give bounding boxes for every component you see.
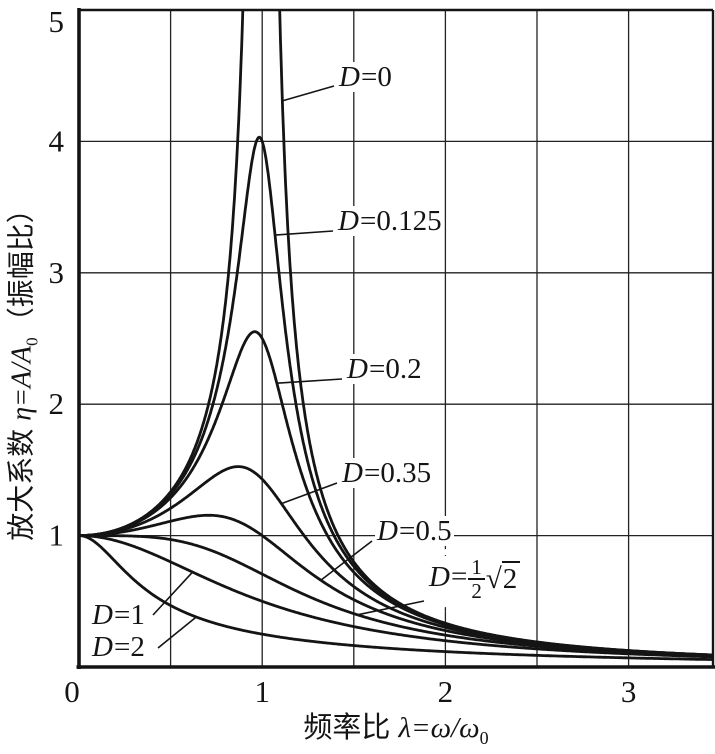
leader-line-D05 [320, 540, 373, 581]
curve-label-D02: D=0.2 [345, 353, 424, 385]
y-axis-title-math: η=A/A0 [6, 337, 42, 421]
x-tick-label-0: 0 [64, 674, 80, 709]
curve-label-D05: D=0.5 [375, 515, 454, 547]
x-axis-title-cjk: 频率比 [303, 712, 391, 744]
x-tick-label-2: 2 [438, 674, 454, 709]
y-tick-label-4: 4 [49, 123, 65, 158]
leader-line-D02 [276, 378, 343, 384]
y-tick-label-3: 3 [49, 255, 65, 290]
y-axis-title-paren: （振幅比） [6, 195, 38, 336]
y-axis-title-cjk: 放大系数 [6, 428, 38, 541]
leader-line-D1 [152, 571, 194, 616]
y-tick-label-5: 5 [49, 4, 65, 39]
curve-label-D0: D=0 [337, 61, 394, 93]
leader-line-D0 [282, 85, 335, 102]
curve-D0 [80, 9, 712, 657]
curve-label-D2: D=2 [90, 631, 147, 663]
curve-label-D0125: D=0.125 [336, 205, 444, 237]
y-axis-title: 放大系数 η=A/A0（振幅比） [0, 195, 42, 541]
curve-label-Dhalfsqrt2: D= 1 2 √2 [427, 556, 523, 602]
x-axis-title: 频率比 λ=ω/ω0 [79, 704, 713, 749]
x-tick-label-1: 1 [254, 674, 270, 709]
curve-D1 [80, 534, 712, 659]
leader-line-Dhalfsqrt2 [357, 600, 425, 616]
curve-D2 [80, 534, 712, 661]
y-tick-label-1: 1 [49, 518, 65, 553]
leader-line-D035 [281, 482, 338, 505]
leader-line-D0125 [274, 230, 334, 236]
x-axis-title-math: λ=ω/ω0 [398, 712, 489, 748]
curve-label-D035: D=0.35 [340, 457, 434, 489]
x-tick-label-3: 3 [621, 674, 637, 709]
curve-D12√2 [80, 534, 712, 658]
leader-line-D2 [157, 616, 197, 649]
curve-label-D1: D=1 [90, 599, 147, 631]
y-tick-label-2: 2 [49, 386, 65, 421]
